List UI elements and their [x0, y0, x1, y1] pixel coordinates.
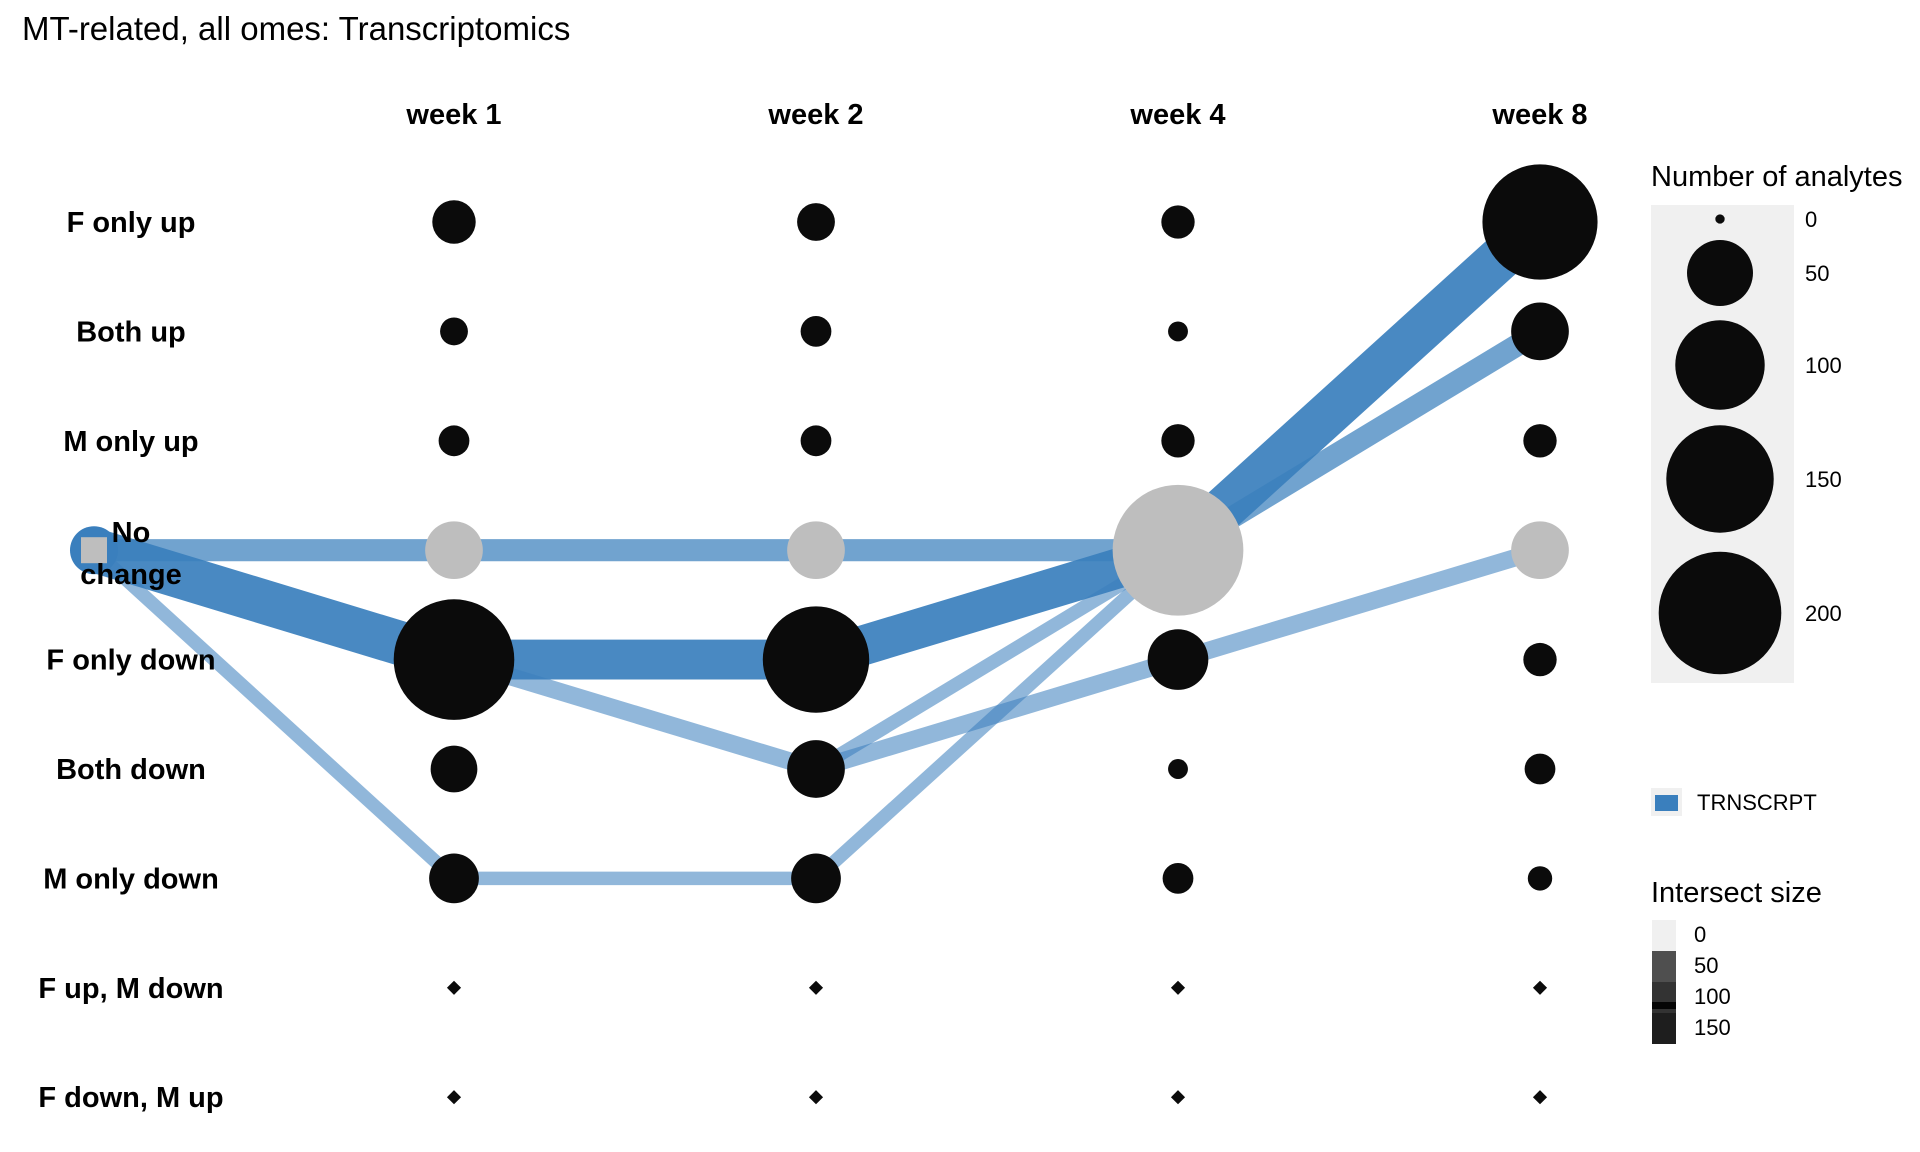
chart-title: MT-related, all omes: Transcriptomics	[22, 10, 570, 47]
legend-intersect-swatch-0	[1652, 920, 1676, 951]
column-labels: week 1 week 2 week 4 week 8	[405, 99, 1587, 131]
node-week-2-f-down-m-up	[808, 1090, 824, 1105]
flow-week-1-f-only-down-to-week-2-both-down	[451, 651, 819, 778]
node-week-4-f-only-up	[1161, 205, 1195, 239]
legend-intersect-swatch-150	[1652, 1013, 1676, 1044]
node-week-1-no-change	[425, 521, 483, 580]
legend-intersect-label-50: 50	[1694, 953, 1718, 978]
legend: Number of analytes 0 50 100 150 200 TRNSCRPT…	[1651, 161, 1902, 1044]
row-labels: F only up Both up M only up No change F only …	[38, 207, 223, 1114]
column-label-week-4: week 4	[1129, 99, 1225, 131]
node-week-1-m-only-down	[429, 853, 479, 904]
node-week-8-m-only-down	[1527, 866, 1553, 891]
legend-series-key	[1655, 795, 1678, 811]
legend-intersect-swatch-50	[1652, 951, 1676, 982]
legend-size-circle-100	[1675, 320, 1765, 410]
node-week-8-m-only-up	[1523, 424, 1557, 458]
node-week-1-f-down-m-up	[446, 1090, 462, 1105]
node-week-1-f-only-down	[393, 599, 515, 720]
node-week-1-both-down	[430, 745, 478, 793]
node-week-8-f-up-m-down	[1532, 980, 1548, 995]
row-label-f-only-up: F only up	[67, 207, 196, 239]
node-week-4-both-up	[1168, 321, 1188, 342]
row-label-f-only-down: F only down	[46, 645, 215, 677]
row-label-f-up-m-down: F up, M down	[38, 973, 223, 1005]
baseline-marker	[81, 537, 107, 564]
flow-baseline-no-change-to-week-1-m-only-down	[89, 545, 459, 884]
node-week-4-no-change	[1112, 484, 1244, 616]
node-week-8-no-change	[1511, 521, 1569, 580]
node-week-2-f-only-up	[797, 203, 835, 241]
node-week-4-m-only-down	[1162, 863, 1194, 894]
node-week-8-f-down-m-up	[1532, 1090, 1548, 1105]
legend-size-label-200: 200	[1805, 601, 1842, 626]
row-label-line: change	[80, 559, 182, 591]
node-week-4-f-up-m-down	[1170, 980, 1186, 995]
flow-week-2-both-down-to-week-4-no-change	[812, 544, 1182, 775]
row-label-m-only-up: M only up	[63, 426, 198, 458]
node-week-2-m-only-down	[791, 853, 841, 904]
legend-intersect-label-100: 100	[1694, 984, 1731, 1009]
node-week-4-both-down	[1168, 759, 1188, 779]
column-label-week-2: week 2	[767, 99, 863, 131]
flow-week-4-no-change-to-week-8-f-only-up	[1163, 205, 1555, 567]
legend-intersect-label-0: 0	[1694, 922, 1706, 947]
legend-intersect-label-150: 150	[1694, 1015, 1731, 1040]
legend-size-circle-150	[1666, 425, 1774, 533]
flow-week-4-no-change-to-week-8-both-up	[1172, 321, 1546, 560]
legend-series-label: TRNSCRPT	[1697, 790, 1817, 815]
node-week-8-both-down	[1524, 753, 1556, 785]
legend-size-circle-50	[1687, 240, 1753, 306]
legend-size-label-50: 50	[1805, 261, 1829, 286]
node-week-1-f-only-up	[432, 200, 476, 244]
node-week-4-m-only-up	[1161, 424, 1195, 458]
legend-size-circle-0	[1715, 214, 1725, 224]
column-label-week-1: week 1	[405, 99, 501, 131]
legend-intersect-items: 0 50 100 150	[1652, 920, 1731, 1044]
node-week-4-f-only-down	[1147, 629, 1209, 690]
row-label-m-only-down: M only down	[43, 863, 219, 895]
row-label-no-change: No change	[80, 517, 182, 591]
node-week-4-f-down-m-up	[1170, 1090, 1186, 1105]
legend-size-label-150: 150	[1805, 467, 1842, 492]
node-week-1-f-up-m-down	[446, 980, 462, 995]
legend-intersect-separator	[1652, 1002, 1676, 1009]
node-week-2-no-change	[787, 521, 845, 580]
legend-size-circle-200	[1658, 551, 1782, 675]
row-label-both-up: Both up	[76, 316, 186, 348]
node-week-8-f-only-up	[1482, 164, 1598, 280]
node-week-1-both-up	[440, 317, 468, 346]
node-week-8-both-up	[1511, 302, 1569, 361]
flow-week-2-m-only-down-to-week-4-no-change	[811, 545, 1183, 884]
node-week-2-f-only-down	[762, 606, 870, 713]
column-label-week-8: week 8	[1491, 99, 1587, 131]
row-label-both-down: Both down	[56, 754, 206, 786]
flow-layer	[87, 205, 1555, 886]
flow-week-4-f-only-down-to-week-8-no-change	[1175, 541, 1543, 668]
flow-baseline-no-change-to-week-1-f-only-down	[87, 529, 461, 681]
row-label-line: No	[112, 517, 151, 549]
legend-intersect-title: Intersect size	[1651, 877, 1822, 909]
node-week-2-m-only-up	[800, 425, 832, 457]
row-label-f-down-m-up: F down, M up	[38, 1082, 223, 1114]
node-week-2-both-down	[787, 740, 845, 798]
legend-size-label-100: 100	[1805, 353, 1842, 378]
legend-size-label-0: 0	[1805, 207, 1817, 232]
node-week-1-m-only-up	[438, 425, 470, 457]
node-week-2-both-up	[800, 316, 832, 347]
node-week-2-f-up-m-down	[808, 980, 824, 995]
node-week-8-f-only-down	[1523, 642, 1557, 677]
legend-size-items: 0 50 100 150 200	[1658, 207, 1842, 675]
legend-size-title: Number of analytes	[1651, 161, 1902, 193]
node-layer	[70, 164, 1598, 1105]
